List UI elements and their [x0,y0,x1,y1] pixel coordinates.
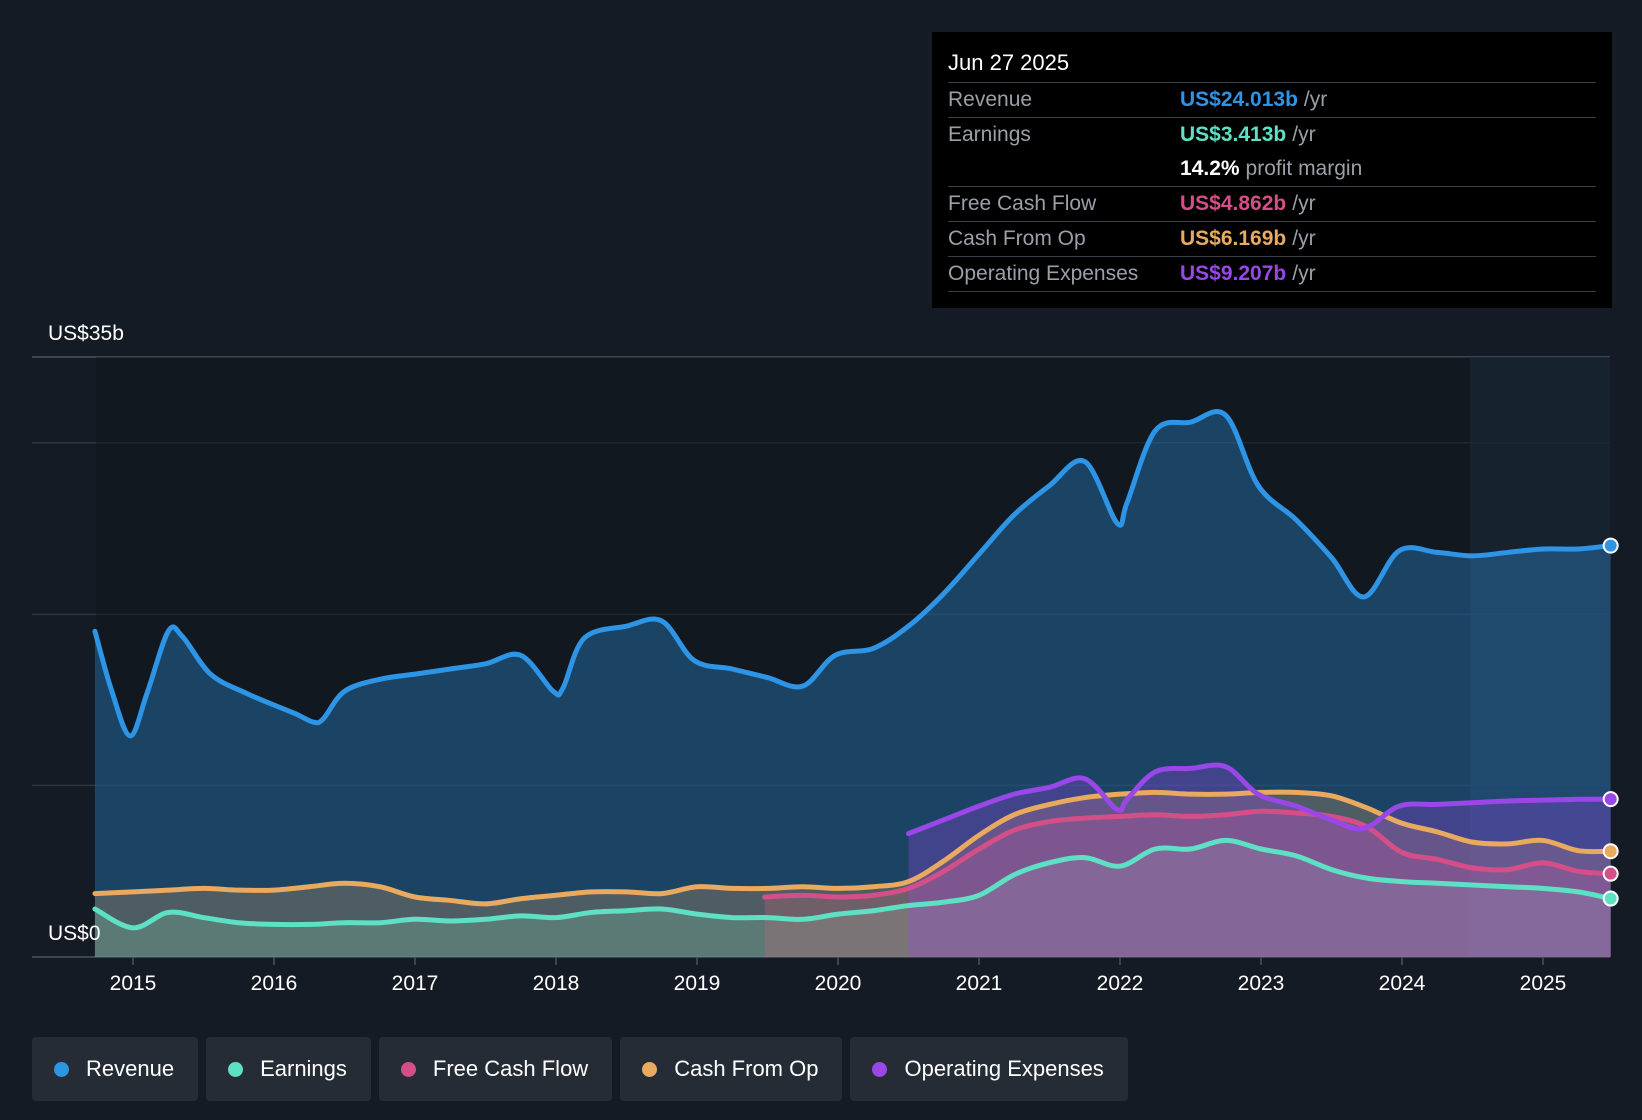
revenue-area [94,411,1611,957]
free-cash-flow-line [762,808,1614,900]
profit-margin-value: 14.2% [1180,157,1240,180]
legend-dot-icon [400,1061,416,1077]
free-cash-flow-area [764,811,1611,957]
legend-label: Revenue [86,1056,175,1081]
x-tick-label: 2020 [815,972,862,995]
series-lines [92,409,1614,931]
earnings-end-dot [1602,890,1619,907]
tooltip-panel: Jun 27 2025 Revenue US$24.013b /yr Earni… [932,32,1612,308]
legend-item-revenue[interactable]: Revenue [32,1037,199,1101]
tooltip-row-earnings: Earnings US$3.413b /yr [948,117,1596,152]
tooltip-value: US$9.207b [1180,262,1287,285]
profit-margin-label: profit margin [1245,157,1363,180]
tooltip-row-operating-expenses: Operating Expenses US$9.207b /yr [948,256,1596,292]
tooltip-value: US$3.413b [1180,123,1287,146]
cash-from-op-end-dot [1602,843,1619,860]
legend-item-free-cash-flow[interactable]: Free Cash Flow [378,1037,613,1101]
x-tick-label: 2016 [251,972,298,995]
tooltip-label: Free Cash Flow [948,192,1097,215]
legend-dot-icon [642,1061,658,1077]
x-tick-label: 2019 [674,972,721,995]
tooltip-unit: /yr [1303,88,1328,111]
tooltip-unit: /yr [1292,262,1316,285]
tooltip-label: Cash From Op [948,227,1086,250]
earnings-area [94,840,1611,957]
x-tick-label: 2021 [956,972,1003,995]
tooltip-row-cash-from-op: Cash From Op US$6.169b /yr [948,221,1596,256]
cash-from-op-area [94,792,1611,957]
legend-dot-icon [872,1061,888,1077]
tooltip-label: Revenue [948,88,1033,111]
tooltip-row-profit-margin: 14.2% profit margin [948,152,1596,186]
revenue-end-dot [1602,537,1619,554]
legend-item-earnings[interactable]: Earnings [206,1037,371,1101]
tooltip-date: Jun 27 2025 [948,50,1070,75]
tooltip-unit: /yr [1292,192,1316,215]
legend-item-operating-expenses[interactable]: Operating Expenses [850,1037,1128,1101]
tooltip-unit: /yr [1292,123,1316,146]
tooltip-row-free-cash-flow: Free Cash Flow US$4.862b /yr [948,186,1596,221]
legend-label: Earnings [260,1056,347,1081]
x-tick-label: 2015 [110,972,157,995]
tooltip-unit: /yr [1292,227,1316,250]
x-tick-label: 2017 [392,972,439,995]
tooltip-value: US$6.169b [1180,227,1287,250]
gridlines [32,356,1610,958]
y-axis-top-label: US$35b [48,322,124,345]
legend-label: Free Cash Flow [432,1056,589,1081]
x-tick-label: 2023 [1238,972,1285,995]
x-axis-ticks: 2015 2016 2017 2018 2019 2020 2021 2022 2023 2024… [110,957,1567,995]
tooltip-label: Operating Expenses [948,262,1139,285]
series-end-dots [1602,537,1619,907]
legend-label: Operating Expenses [904,1056,1104,1081]
tooltip-value: US$4.862b [1180,192,1287,215]
plot-background [96,357,1610,957]
series-areas [94,411,1611,957]
operating-expenses-end-dot [1602,791,1619,808]
legend-label: Cash From Op [674,1056,819,1081]
forecast-shade [1470,357,1610,957]
x-tick-label: 2024 [1379,972,1426,995]
tooltip-row-revenue: Revenue US$24.013b /yr [948,82,1596,117]
tooltip-value: US$24.013b [1180,88,1298,111]
free-cash-flow-end-dot [1602,865,1619,882]
operating-expenses-line [906,762,1614,837]
earnings-line [92,837,1614,931]
tooltip-label: Earnings [948,123,1031,146]
cash-from-op-line [92,789,1614,907]
y-axis-zero-label: US$0 [48,922,101,945]
x-tick-label: 2022 [1097,972,1144,995]
x-tick-label: 2025 [1520,972,1567,995]
legend-item-cash-from-op[interactable]: Cash From Op [620,1037,843,1101]
x-tick-label: 2018 [533,972,580,995]
legend-dot-icon [228,1061,244,1077]
legend-dot-icon [54,1061,69,1077]
legend: Revenue Earnings Free Cash Flow Cash Fro… [32,1037,1128,1101]
operating-expenses-area [908,765,1611,957]
revenue-line [92,409,1614,739]
